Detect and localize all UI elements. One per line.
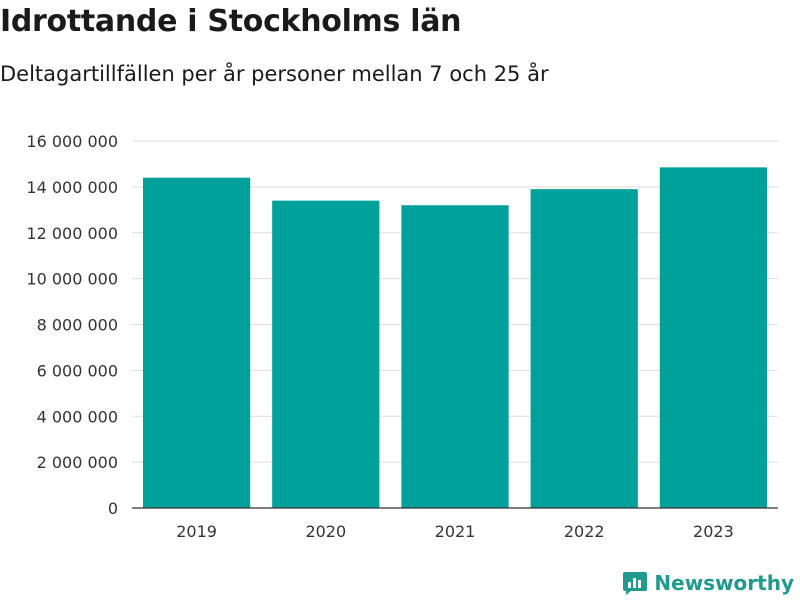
y-axis-tick-labels: 0 2 000 000 4 000 000 6 000 000 8 000 000 10 …	[26, 132, 118, 518]
x-tick-label: 2020	[305, 522, 346, 541]
x-axis-tick-labels: 2019 2020 2021 2022 2023	[176, 522, 734, 541]
y-tick-label: 0	[108, 499, 118, 518]
y-tick-label: 2 000 000	[37, 453, 118, 472]
y-tick-label: 10 000 000	[26, 270, 118, 289]
bar-2023	[659, 167, 768, 509]
brand-name: Newsworthy	[654, 571, 794, 595]
chart-title: Idrottande i Stockholms län	[0, 4, 462, 39]
bars	[142, 167, 768, 509]
brand-logo: Newsworthy	[622, 570, 794, 596]
newsworthy-logo-icon	[623, 572, 648, 595]
chart-subtitle: Deltagartillfällen per år personer mella…	[0, 62, 549, 86]
y-tick-label: 8 000 000	[37, 316, 118, 335]
x-tick-label: 2022	[564, 522, 605, 541]
y-tick-label: 4 000 000	[37, 407, 118, 426]
x-tick-label: 2023	[693, 522, 734, 541]
y-tick-label: 14 000 000	[26, 178, 118, 197]
bar-2022	[530, 189, 638, 508]
bar-2019	[142, 177, 251, 508]
y-tick-label: 16 000 000	[26, 132, 118, 151]
x-tick-label: 2019	[176, 522, 217, 541]
y-tick-label: 12 000 000	[26, 224, 118, 243]
y-tick-label: 6 000 000	[37, 361, 118, 380]
bar-2021	[401, 205, 509, 508]
x-tick-label: 2021	[435, 522, 476, 541]
bar-2020	[272, 200, 380, 508]
